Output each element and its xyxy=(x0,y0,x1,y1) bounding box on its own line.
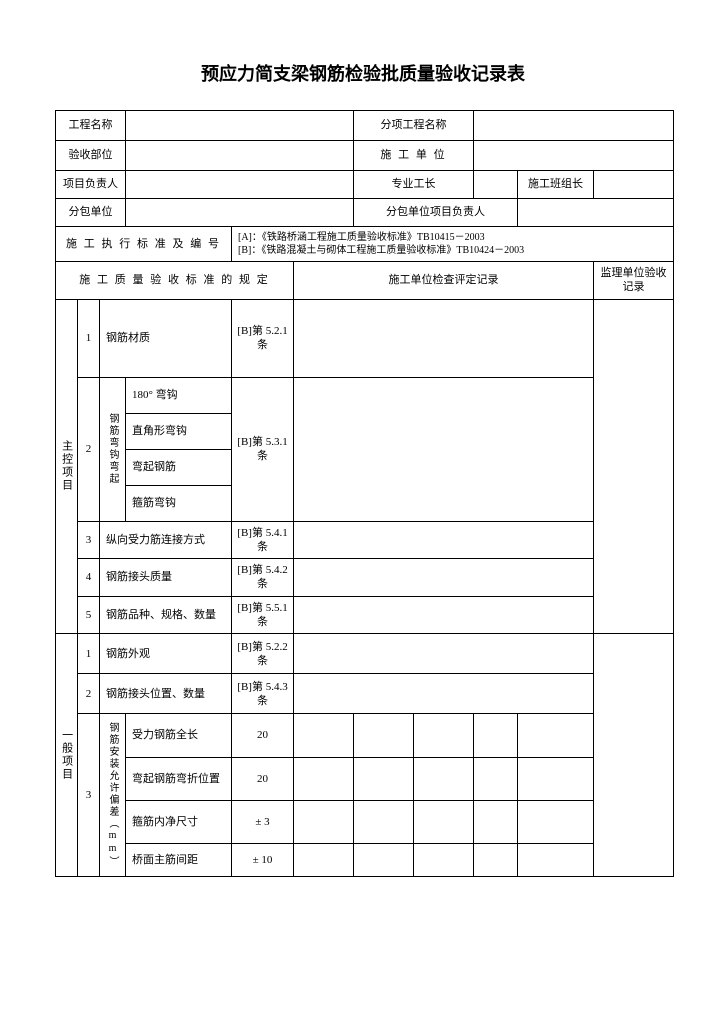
rec-cell xyxy=(354,844,414,877)
item-name: 弯起钢筋弯折位置 xyxy=(126,757,232,800)
rec-cell xyxy=(518,844,594,877)
item-std: [B]第 5.5.1 条 xyxy=(232,596,294,634)
rec-cell xyxy=(474,844,518,877)
idx: 1 xyxy=(78,299,100,377)
rec-cell xyxy=(354,714,414,757)
sub-group: 钢筋安装允许偏差（mm） xyxy=(100,714,126,877)
item-name: 桥面主筋间距 xyxy=(126,844,232,877)
sup-cell xyxy=(594,299,674,634)
rec-cell xyxy=(518,757,594,800)
item-std: [B]第 5.4.2 条 xyxy=(232,559,294,597)
proj-name-label: 工程名称 xyxy=(56,111,126,141)
sub-proj-value xyxy=(474,111,674,141)
item-name: 弯起钢筋 xyxy=(126,449,232,485)
rec-cell xyxy=(518,801,594,844)
group-main: 主控项目 xyxy=(56,299,78,634)
idx: 5 xyxy=(78,596,100,634)
rec-cell xyxy=(354,801,414,844)
item-name: 箍筋弯钩 xyxy=(126,485,232,521)
item-name: 钢筋接头位置、数量 xyxy=(100,674,232,714)
item-std: [B]第 5.3.1 条 xyxy=(232,377,294,521)
col-sup-header: 监理单位验收记录 xyxy=(594,262,674,300)
item-val: 20 xyxy=(232,714,294,757)
sub-proj-label: 分项工程名称 xyxy=(354,111,474,141)
rec-cell xyxy=(414,801,474,844)
idx: 1 xyxy=(78,634,100,674)
rec-cell xyxy=(518,714,594,757)
std-value: [A]：《铁路桥涵工程施工质量验收标准》TB10415－2003 [B]：《铁路… xyxy=(232,227,674,262)
sub-unit-label: 分包单位 xyxy=(56,199,126,227)
item-name: 180° 弯钩 xyxy=(126,377,232,413)
item-name: 钢筋接头质量 xyxy=(100,559,232,597)
item-name: 钢筋品种、规格、数量 xyxy=(100,596,232,634)
pm-value xyxy=(126,171,354,199)
accept-part-label: 验收部位 xyxy=(56,141,126,171)
rec-cell xyxy=(294,596,594,634)
item-name: 直角形弯钩 xyxy=(126,413,232,449)
sub-pm-label: 分包单位项目负责人 xyxy=(354,199,518,227)
item-std: [B]第 5.2.1 条 xyxy=(232,299,294,377)
sub-unit-value xyxy=(126,199,354,227)
rec-cell xyxy=(414,844,474,877)
page-title: 预应力简支梁钢筋检验批质量验收记录表 xyxy=(55,60,671,86)
item-name: 受力钢筋全长 xyxy=(126,714,232,757)
item-name: 钢筋材质 xyxy=(100,299,232,377)
rec-cell xyxy=(294,634,594,674)
rec-cell xyxy=(354,757,414,800)
rec-cell xyxy=(474,714,518,757)
rec-cell xyxy=(414,714,474,757)
item-val: ± 10 xyxy=(232,844,294,877)
teamlead-label: 施工班组长 xyxy=(518,171,594,199)
rec-cell xyxy=(294,521,594,559)
rec-cell xyxy=(294,714,354,757)
item-val: 20 xyxy=(232,757,294,800)
foreman-label: 专业工长 xyxy=(354,171,474,199)
proj-name-value xyxy=(126,111,354,141)
rec-cell xyxy=(294,757,354,800)
foreman-value xyxy=(474,171,518,199)
item-std: [B]第 5.4.3 条 xyxy=(232,674,294,714)
rec-cell xyxy=(294,377,594,521)
idx: 2 xyxy=(78,377,100,521)
sup-cell xyxy=(594,634,674,877)
group-gen: 一般项目 xyxy=(56,634,78,877)
idx: 3 xyxy=(78,714,100,877)
item-val: ± 3 xyxy=(232,801,294,844)
rec-cell xyxy=(474,757,518,800)
rec-cell xyxy=(474,801,518,844)
rec-cell xyxy=(294,801,354,844)
item-name: 纵向受力筋连接方式 xyxy=(100,521,232,559)
col-rec-header: 施工单位检查评定记录 xyxy=(294,262,594,300)
idx: 3 xyxy=(78,521,100,559)
constr-unit-value xyxy=(474,141,674,171)
rec-cell xyxy=(294,674,594,714)
std-label: 施 工 执 行 标 准 及 编 号 xyxy=(56,227,232,262)
item-std: [B]第 5.2.2 条 xyxy=(232,634,294,674)
idx: 4 xyxy=(78,559,100,597)
pm-label: 项目负责人 xyxy=(56,171,126,199)
item-std: [B]第 5.4.1 条 xyxy=(232,521,294,559)
item-name: 箍筋内净尺寸 xyxy=(126,801,232,844)
sub-group: 钢筋弯钩弯起 xyxy=(100,377,126,521)
record-table: 工程名称 分项工程名称 验收部位 施 工 单 位 项目负责人 专业工长 施工班组… xyxy=(55,110,674,877)
idx: 2 xyxy=(78,674,100,714)
rec-cell xyxy=(294,844,354,877)
sub-pm-value xyxy=(518,199,674,227)
col-std-header: 施 工 质 量 验 收 标 准 的 规 定 xyxy=(56,262,294,300)
constr-unit-label: 施 工 单 位 xyxy=(354,141,474,171)
rec-cell xyxy=(414,757,474,800)
rec-cell xyxy=(294,559,594,597)
rec-cell xyxy=(294,299,594,377)
item-name: 钢筋外观 xyxy=(100,634,232,674)
accept-part-value xyxy=(126,141,354,171)
teamlead-value xyxy=(594,171,674,199)
